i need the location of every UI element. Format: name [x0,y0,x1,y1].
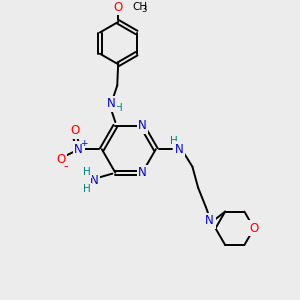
Text: N: N [175,143,183,156]
Text: H: H [170,136,178,146]
Text: O: O [249,222,259,235]
Text: O: O [57,153,66,167]
Text: N: N [107,97,116,110]
Text: N: N [90,174,98,187]
Text: O: O [70,124,80,137]
Text: H: H [82,184,90,194]
Text: N: N [74,143,83,156]
Text: N: N [205,214,214,227]
Text: +: + [80,139,87,148]
Text: -: - [63,160,68,173]
Text: H: H [115,103,123,112]
Text: CH: CH [133,2,148,13]
Text: 3: 3 [141,5,147,14]
Text: H: H [82,167,90,177]
Text: N: N [138,166,147,179]
Text: N: N [138,119,147,132]
Text: O: O [114,1,123,14]
